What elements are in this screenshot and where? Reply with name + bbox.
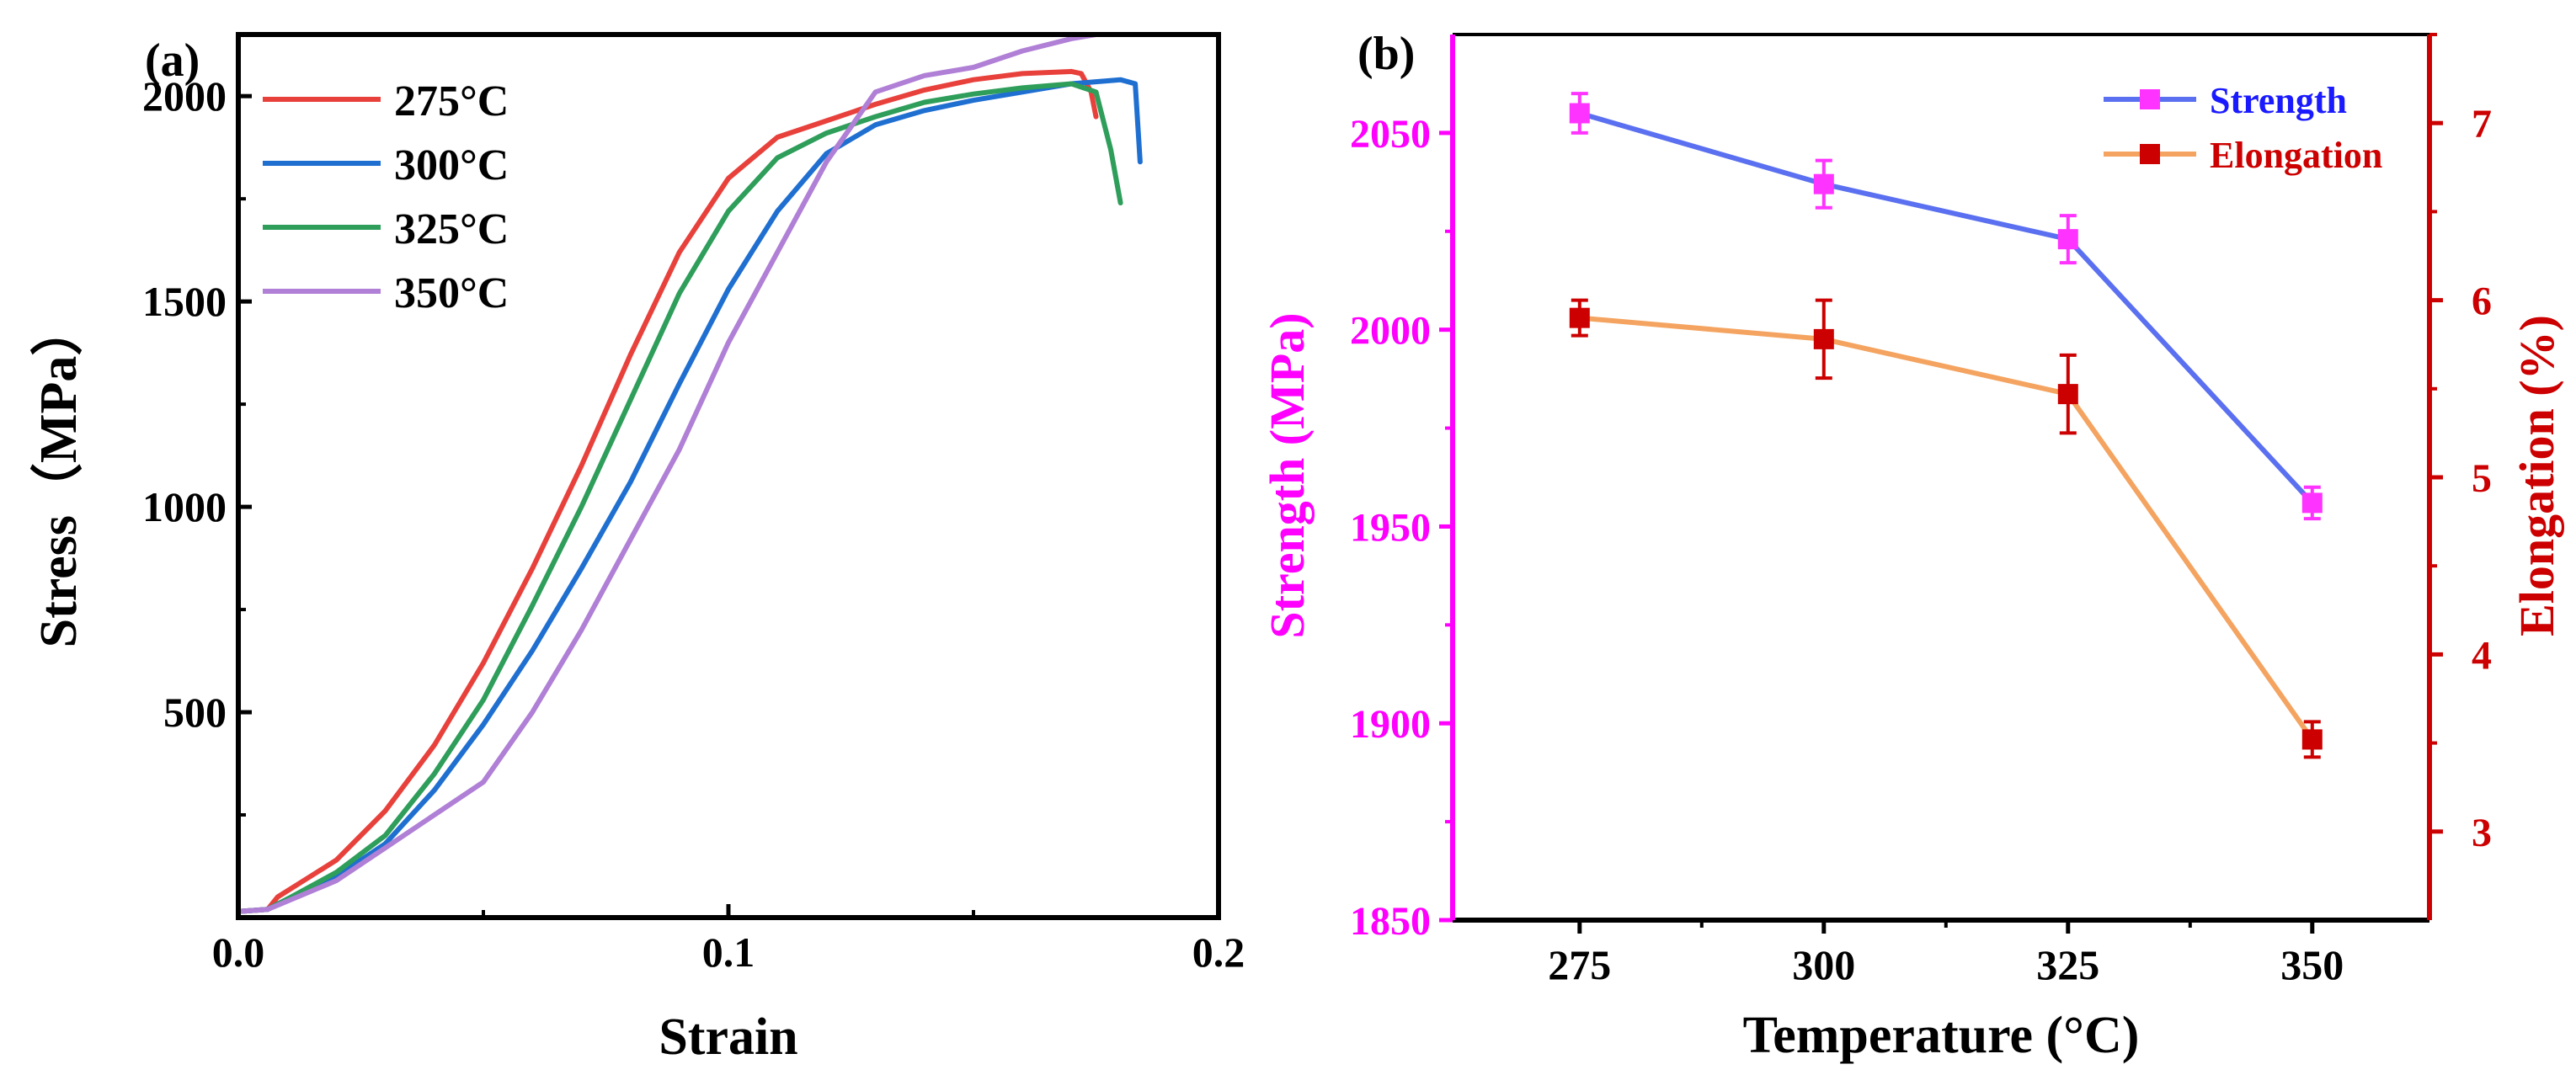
- panel-a-x-ticks: 0.0 0.1 0.2: [212, 904, 1245, 976]
- x-tick-label: 0.2: [1192, 929, 1245, 976]
- legend-strength-label: Strength: [2210, 80, 2347, 121]
- y-tick-label: 1500: [142, 278, 227, 325]
- elongation-marker: [1813, 328, 1834, 349]
- x-tick-label: 275: [1548, 941, 1611, 988]
- x-tick-label: 300: [1792, 941, 1855, 988]
- y-right-tick-label: 3: [2472, 811, 2492, 855]
- y-right-tick-label: 6: [2472, 279, 2492, 324]
- y-left-tick-label: 1950: [1350, 505, 1431, 550]
- panel-a: (a) 0.0 0.1 0.2 500 1000 1500 2000 Strain Str…: [29, 32, 1245, 1066]
- y-right-tick-label: 7: [2472, 102, 2492, 146]
- strength-line: [1578, 110, 2315, 505]
- stress-strain-curve-300: [236, 77, 1143, 914]
- panel-a-legend: 275°C 300°C 325°C 350°C: [263, 77, 509, 317]
- panel-a-curves: [236, 32, 1143, 914]
- y-tick-label: 500: [163, 689, 227, 736]
- panel-b-y-left-axis-title: Strength (MPa): [1260, 312, 1315, 638]
- elongation-marker: [1569, 307, 1590, 328]
- stress-strain-curve-275: [236, 68, 1099, 914]
- elongation-line: [1579, 315, 2315, 742]
- panel-b-x-ticks: 275 300 325 350: [1548, 920, 2344, 988]
- x-tick-label: 0.1: [702, 929, 755, 976]
- panel-b-y-right-axis-title: Elongation (%): [2509, 315, 2564, 636]
- y-right-tick-label: 5: [2472, 456, 2492, 501]
- legend-strength-marker: [2140, 89, 2160, 109]
- panel-a-x-axis-title: Strain: [659, 1009, 797, 1066]
- stress-strain-curve-350: [236, 32, 1099, 914]
- legend-label-325: 325°C: [394, 205, 509, 253]
- y-left-tick-label: 2000: [1350, 309, 1431, 354]
- legend-elongation-label: Elongation: [2210, 135, 2382, 176]
- y-tick-label: 1000: [142, 483, 227, 530]
- elongation-marker: [2301, 729, 2323, 750]
- legend-label-275: 275°C: [394, 77, 509, 125]
- strength-marker: [1569, 103, 1590, 124]
- elongation-marker: [2057, 384, 2078, 405]
- y-right-tick-label: 4: [2472, 633, 2492, 678]
- x-tick-label: 0.0: [212, 929, 265, 976]
- panel-b-x-axis-title: Temperature (°C): [1743, 1007, 2140, 1064]
- strength-marker: [1813, 173, 1834, 194]
- panel-b-label: (b): [1357, 28, 1415, 80]
- panel-b-y-right-ticks: 3 4 5 6 7: [2429, 33, 2492, 855]
- panel-a-label: (a): [145, 35, 200, 87]
- panel-b-legend: Strength Elongation: [2104, 80, 2382, 176]
- panel-b-y-left-ticks: 1850 1900 1950 2000 2050: [1350, 112, 1453, 944]
- legend-label-300: 300°C: [394, 141, 509, 189]
- stress-strain-curve-325: [236, 81, 1123, 914]
- strength-marker: [2301, 492, 2323, 514]
- y-left-tick-label: 1850: [1350, 899, 1431, 944]
- panel-a-y-axis-title: Stress（MPa）: [29, 304, 88, 648]
- strength-marker: [2057, 229, 2078, 250]
- panel-a-y-ticks: 500 1000 1500 2000: [142, 72, 252, 817]
- legend-elongation-marker: [2140, 144, 2160, 164]
- panel-b: (b) 275 300 325 350 1850 1900 1950 2000 2050 3 4…: [1260, 28, 2564, 1064]
- y-left-tick-label: 1900: [1350, 702, 1431, 747]
- x-tick-label: 325: [2036, 941, 2099, 988]
- legend-label-350: 350°C: [394, 269, 509, 317]
- y-left-tick-label: 2050: [1350, 112, 1431, 157]
- panel-a-frame: [236, 32, 1221, 920]
- y-tick-label: 2000: [142, 72, 227, 120]
- x-tick-label: 350: [2280, 941, 2344, 988]
- panel-b-series: [1569, 92, 2323, 759]
